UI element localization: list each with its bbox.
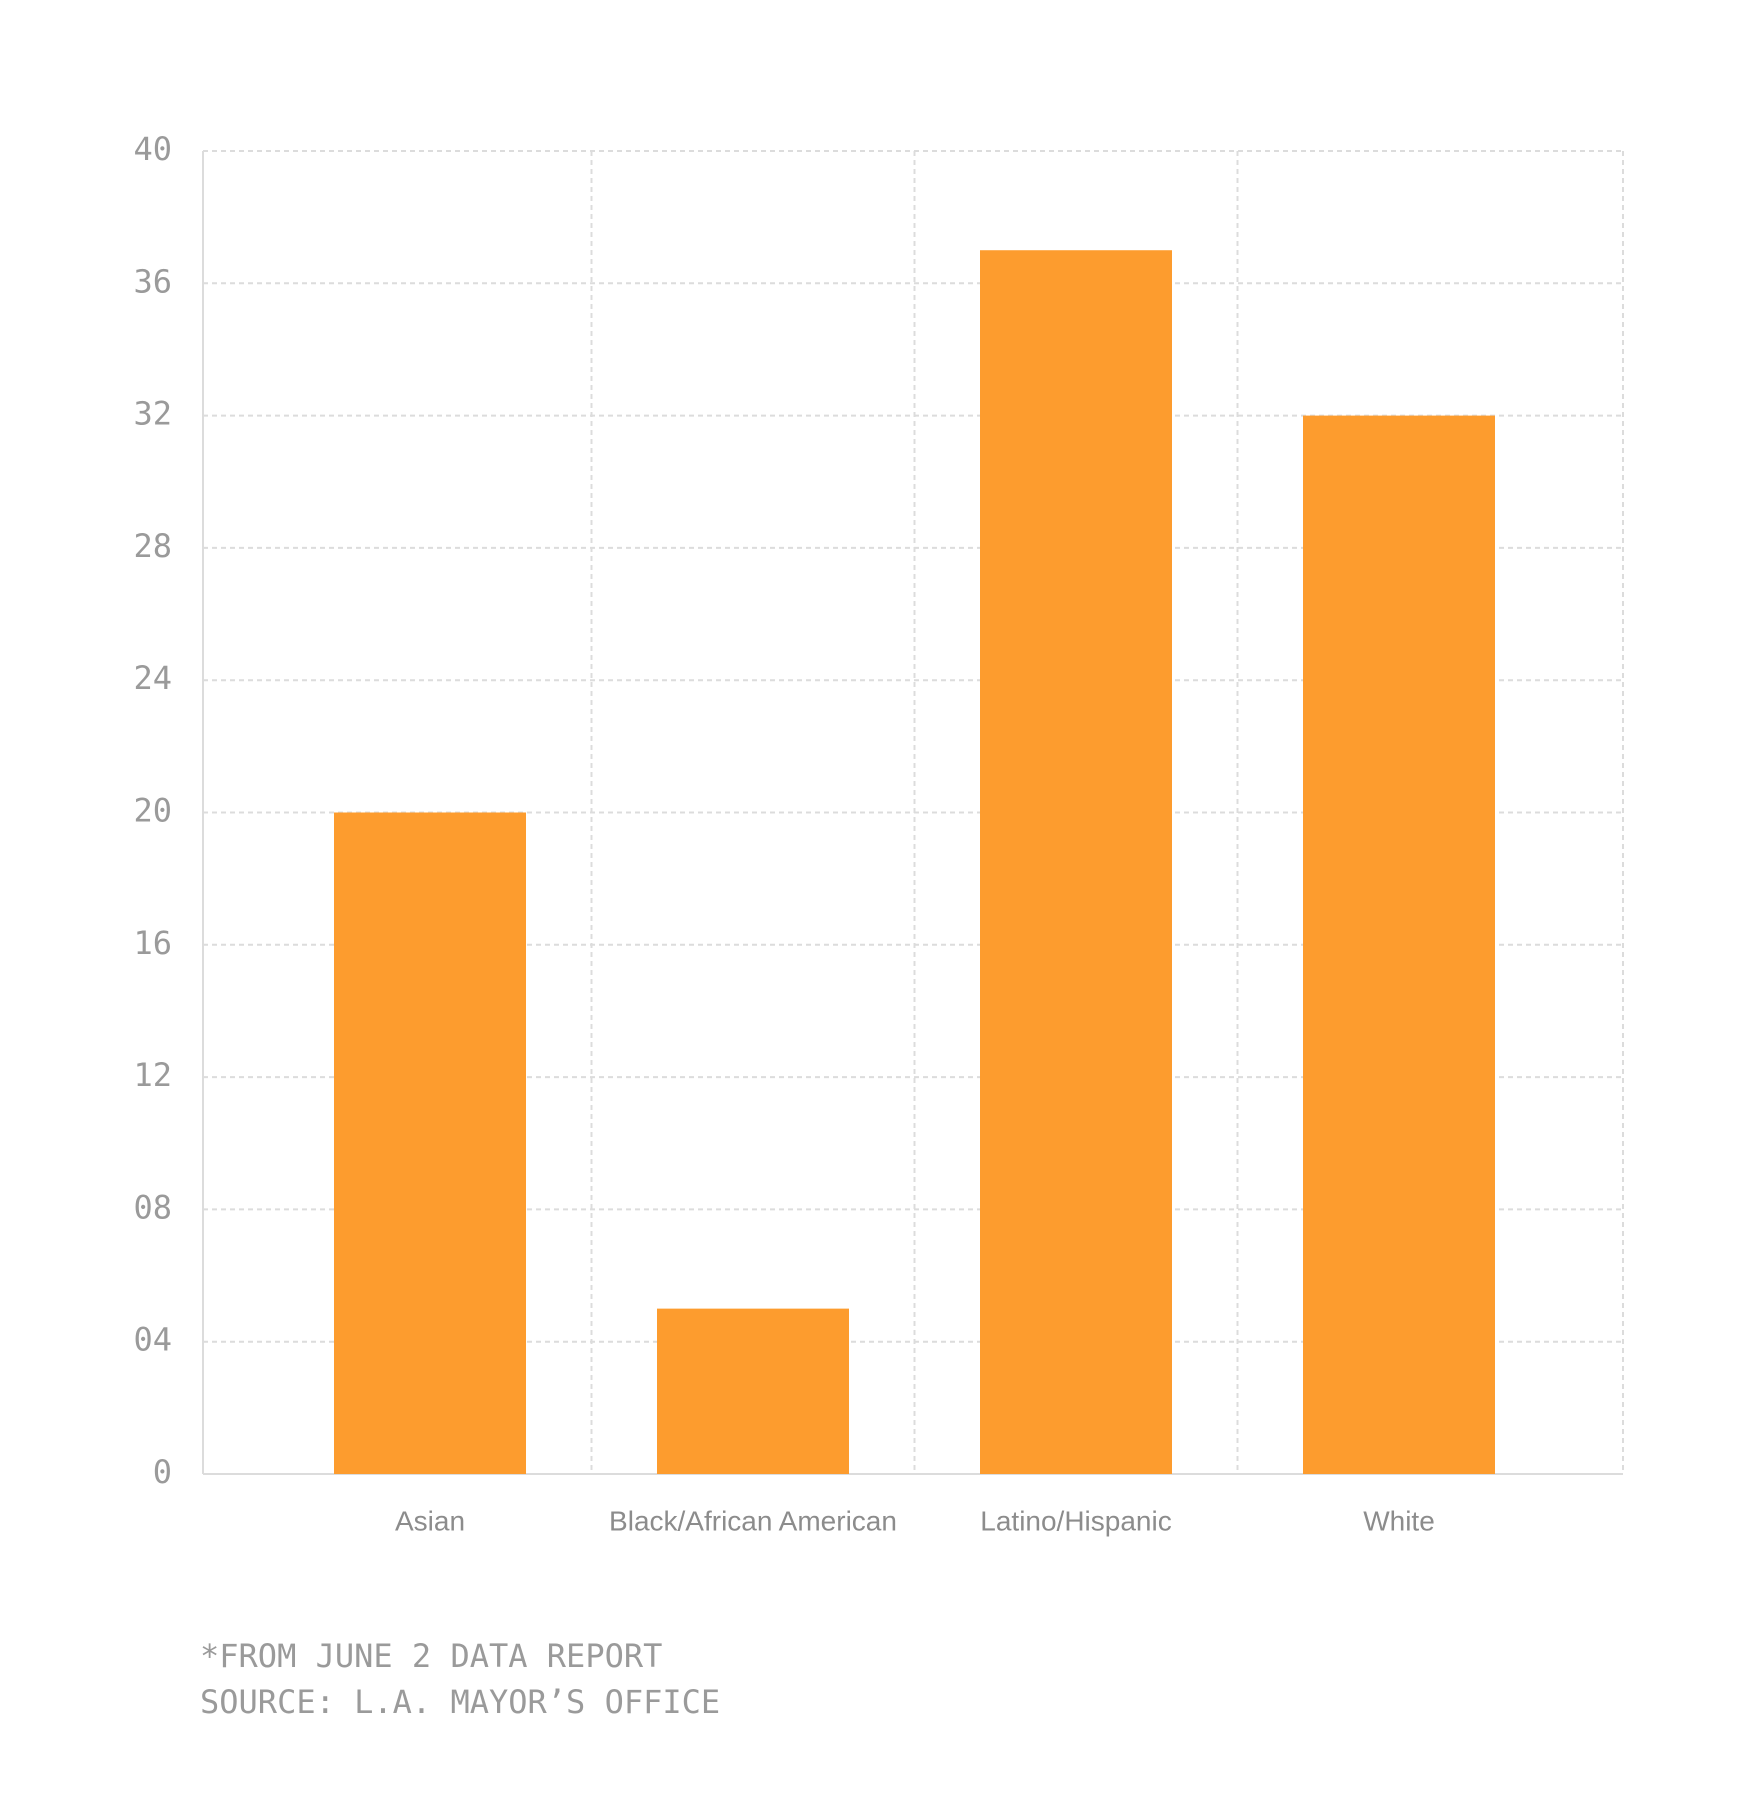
y-tick-label: 36 xyxy=(133,262,172,300)
x-tick-label: Latino/Hispanic xyxy=(980,1505,1171,1536)
y-tick-label: 40 xyxy=(133,130,172,168)
y-tick-label: 24 xyxy=(133,659,172,697)
y-tick-label: 20 xyxy=(133,792,172,830)
y-tick-label: 28 xyxy=(133,527,172,565)
x-tick-label: White xyxy=(1363,1505,1435,1536)
y-tick-label: 08 xyxy=(133,1188,172,1226)
y-tick-label: 04 xyxy=(133,1321,172,1359)
y-tick-label: 16 xyxy=(133,924,172,962)
bar xyxy=(657,1308,849,1474)
y-tick-label: 32 xyxy=(133,395,172,433)
bar xyxy=(980,250,1172,1475)
source-note: SOURCE: L.A. MAYOR’S OFFICE xyxy=(200,1683,720,1721)
x-tick-label: Asian xyxy=(395,1505,465,1536)
footnote: *FROM JUNE 2 DATA REPORT xyxy=(200,1637,662,1675)
bar xyxy=(334,812,526,1474)
x-tick-label: Black/African American xyxy=(609,1505,897,1536)
bar xyxy=(1303,415,1495,1475)
y-tick-label: 12 xyxy=(133,1056,172,1094)
y-tick-label: 0 xyxy=(153,1453,172,1491)
